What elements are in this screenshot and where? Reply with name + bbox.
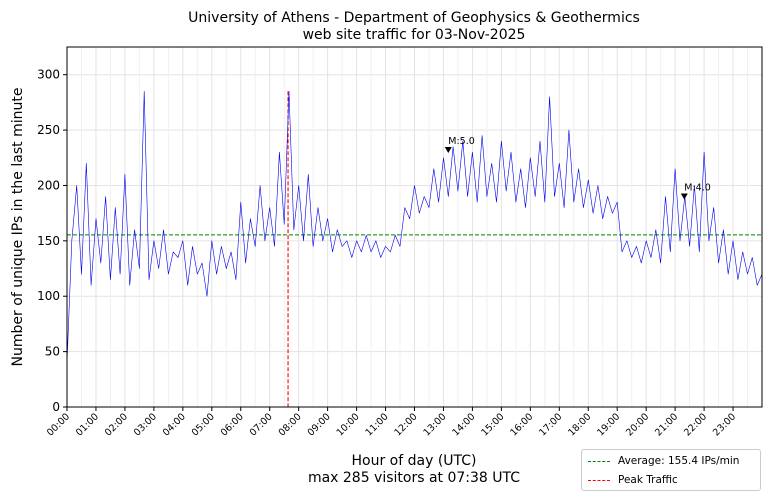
legend-label-peak: Peak Traffic <box>618 474 678 486</box>
legend-label-average: Average: 155.4 IPs/min <box>618 455 740 467</box>
x-tick-label: 08:00 <box>277 411 304 438</box>
annotation-label: M:4.0 <box>684 183 711 194</box>
reference-lines <box>67 91 762 407</box>
annotation-marker <box>680 193 688 200</box>
x-tick-label: 02:00 <box>103 411 130 438</box>
y-tick-label: 200 <box>37 178 60 192</box>
x-tick-label: 16:00 <box>508 411 535 438</box>
x-tick-label: 07:00 <box>248 411 275 438</box>
x-tick-label: 06:00 <box>219 411 246 438</box>
legend-swatch-peak <box>588 479 610 481</box>
x-tick-label: 20:00 <box>624 411 651 438</box>
y-tick-label: 250 <box>37 123 60 137</box>
y-tick-label: 150 <box>37 234 60 248</box>
chart-subtitle: web site traffic for 03-Nov-2025 <box>303 27 526 43</box>
x-tick-label: 23:00 <box>711 411 738 438</box>
x-tick-label: 22:00 <box>682 411 709 438</box>
x-tick-label: 12:00 <box>392 411 419 438</box>
x-tick-label: 19:00 <box>595 411 622 438</box>
legend-item-average: Average: 155.4 IPs/min <box>588 454 739 468</box>
x-tick-label: 18:00 <box>566 411 593 438</box>
legend-swatch-average <box>588 460 610 462</box>
y-tick-label: 50 <box>45 345 60 359</box>
series-line-0 <box>66 91 763 363</box>
x-axis-sublabel: max 285 visitors at 07:38 UTC <box>308 470 520 486</box>
y-tick-label: 100 <box>37 289 60 303</box>
x-tick-label: 10:00 <box>335 411 362 438</box>
x-tick-label: 17:00 <box>537 411 564 438</box>
x-tick-label: 15:00 <box>479 411 506 438</box>
series-lines <box>66 91 763 363</box>
x-tick-label: 09:00 <box>306 411 333 438</box>
grid-lines <box>66 47 762 408</box>
legend-item-peak: Peak Traffic <box>588 473 678 487</box>
chart-title: University of Athens - Department of Geo… <box>188 10 640 26</box>
x-axis-ticks: 00:00 01:00 02:00 03:00 04:00 05:00 06:00 07:00… <box>45 407 738 438</box>
x-tick-label: 04:00 <box>161 411 188 438</box>
y-tick-label: 0 <box>52 400 60 414</box>
x-tick-label: 13:00 <box>421 411 448 438</box>
x-tick-label: 05:00 <box>190 411 217 438</box>
chart-legend: Average: 155.4 IPs/min Peak Traffic <box>581 449 761 491</box>
x-tick-label: 00:00 <box>45 411 72 438</box>
y-axis-label: Number of unique IPs in the last minute <box>10 88 26 367</box>
annotations: M:5.0 M:4.0 <box>444 136 711 200</box>
x-tick-label: 01:00 <box>74 411 101 438</box>
x-tick-label: 21:00 <box>653 411 680 438</box>
y-axis-ticks: 0 50 100 150 200 250 300 <box>37 68 67 414</box>
annotation-label: M:5.0 <box>448 136 475 147</box>
y-tick-label: 300 <box>37 68 60 82</box>
x-axis-label: Hour of day (UTC) <box>352 453 477 469</box>
annotation-marker <box>444 147 452 154</box>
x-tick-label: 03:00 <box>132 411 159 438</box>
x-tick-label: 11:00 <box>364 411 391 438</box>
x-tick-label: 14:00 <box>450 411 477 438</box>
